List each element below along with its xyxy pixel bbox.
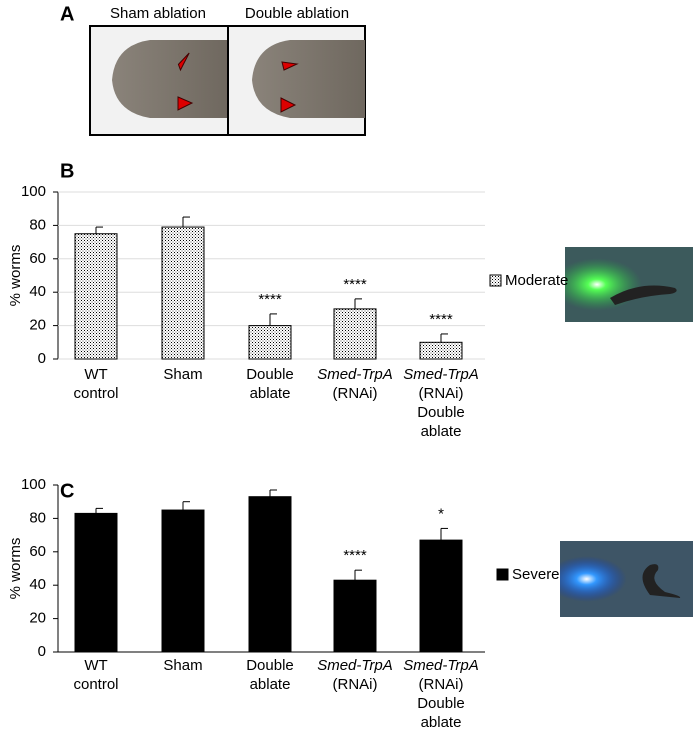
bar bbox=[161, 509, 205, 653]
x-tick-label: (RNAi) bbox=[419, 676, 464, 693]
panel-label: A bbox=[60, 3, 74, 25]
photo-blue bbox=[560, 541, 693, 617]
x-tick-label: (RNAi) bbox=[419, 385, 464, 402]
bar bbox=[419, 341, 463, 360]
x-tick-label: Smed-TrpA bbox=[403, 657, 479, 674]
photo-green bbox=[565, 247, 693, 322]
bar bbox=[161, 226, 205, 360]
x-tick-label: control bbox=[73, 385, 118, 402]
y-tick-label: 40 bbox=[29, 283, 46, 300]
legend-label: Moderate bbox=[505, 272, 568, 289]
bar bbox=[419, 539, 463, 653]
y-tick-label: 20 bbox=[29, 610, 46, 627]
y-tick-label: 100 bbox=[21, 183, 46, 200]
caption: Double ablation bbox=[245, 5, 349, 22]
x-tick-label: Sham bbox=[163, 366, 202, 383]
significance: **** bbox=[343, 547, 367, 564]
x-tick-label: Sham bbox=[163, 657, 202, 674]
x-tick-label: ablate bbox=[250, 385, 291, 402]
bar bbox=[74, 512, 118, 653]
y-tick-label: 0 bbox=[38, 350, 46, 367]
y-axis-label: % worms bbox=[7, 245, 24, 307]
x-tick-label: (RNAi) bbox=[333, 385, 378, 402]
y-tick-label: 40 bbox=[29, 576, 46, 593]
legend-swatch bbox=[489, 274, 502, 287]
y-tick-label: 60 bbox=[29, 250, 46, 267]
photo-sham bbox=[89, 25, 229, 136]
y-tick-label: 80 bbox=[29, 216, 46, 233]
y-tick-label: 20 bbox=[29, 317, 46, 334]
y-axis-label: % worms bbox=[7, 538, 24, 600]
x-tick-label: ablate bbox=[421, 714, 462, 731]
x-tick-label: WT bbox=[84, 366, 107, 383]
significance: * bbox=[438, 505, 444, 522]
photo-double bbox=[227, 25, 366, 136]
caption: Sham ablation bbox=[110, 5, 206, 22]
panel-label: C bbox=[60, 480, 74, 502]
bar bbox=[248, 496, 292, 653]
x-tick-label: WT bbox=[84, 657, 107, 674]
y-tick-label: 80 bbox=[29, 509, 46, 526]
panel-label: B bbox=[60, 160, 74, 182]
x-tick-label: Smed-TrpA bbox=[317, 366, 393, 383]
x-tick-label: control bbox=[73, 676, 118, 693]
x-tick-label: Double bbox=[417, 404, 465, 421]
bar bbox=[333, 308, 377, 360]
bar bbox=[248, 325, 292, 360]
significance: **** bbox=[258, 291, 282, 308]
x-tick-label: ablate bbox=[250, 676, 291, 693]
bar bbox=[333, 579, 377, 653]
x-tick-label: Double bbox=[417, 695, 465, 712]
x-tick-label: ablate bbox=[421, 423, 462, 440]
significance: **** bbox=[343, 276, 367, 293]
significance: **** bbox=[429, 311, 453, 328]
x-tick-label: (RNAi) bbox=[333, 676, 378, 693]
y-tick-label: 0 bbox=[38, 643, 46, 660]
legend-swatch bbox=[496, 568, 509, 581]
x-tick-label: Double bbox=[246, 366, 294, 383]
bar bbox=[74, 233, 118, 360]
y-tick-label: 60 bbox=[29, 543, 46, 560]
legend-label: Severe bbox=[512, 566, 560, 583]
y-tick-label: 100 bbox=[21, 476, 46, 493]
x-tick-label: Smed-TrpA bbox=[317, 657, 393, 674]
x-tick-label: Double bbox=[246, 657, 294, 674]
x-tick-label: Smed-TrpA bbox=[403, 366, 479, 383]
